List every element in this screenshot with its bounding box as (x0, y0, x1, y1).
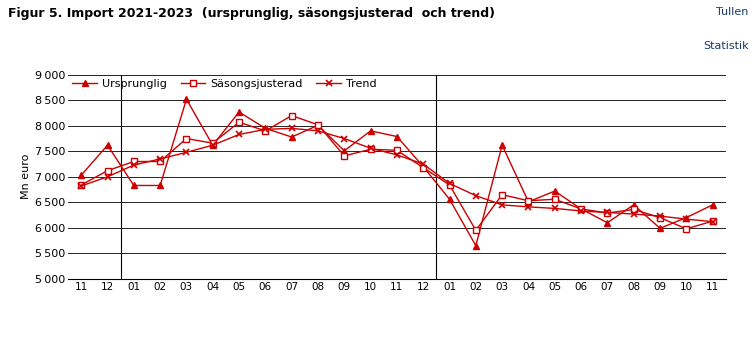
Trend (419, 162, 428, 166)
Ursprunglig (314, 123, 323, 127)
Legend: Ursprunglig, Säsongsjusterad, Trend: Ursprunglig, Säsongsjusterad, Trend (68, 75, 382, 94)
Säsongsjusterad (577, 207, 586, 211)
Säsongsjusterad (708, 219, 717, 223)
Ursprunglig (76, 173, 85, 177)
Trend (208, 143, 217, 147)
Ursprunglig (497, 143, 507, 147)
Säsongsjusterad (524, 199, 533, 203)
Säsongsjusterad (208, 141, 217, 145)
Säsongsjusterad (76, 183, 85, 187)
Ursprunglig (603, 221, 612, 225)
Ursprunglig (103, 143, 112, 147)
Trend (339, 137, 349, 141)
Säsongsjusterad (550, 197, 559, 201)
Trend (445, 182, 454, 186)
Säsongsjusterad (682, 227, 691, 231)
Säsongsjusterad (445, 183, 454, 187)
Ursprunglig (261, 126, 270, 130)
Ursprunglig (129, 183, 138, 187)
Säsongsjusterad (261, 129, 270, 133)
Line: Ursprunglig: Ursprunglig (79, 97, 715, 249)
Ursprunglig (550, 189, 559, 193)
Ursprunglig (234, 110, 243, 114)
Trend (314, 129, 323, 133)
Trend (156, 157, 165, 161)
Säsongsjusterad (655, 216, 665, 220)
Ursprunglig (655, 226, 665, 231)
Säsongsjusterad (629, 207, 638, 211)
Trend (603, 210, 612, 215)
Säsongsjusterad (339, 154, 349, 158)
Trend (524, 205, 533, 209)
Text: Tullen: Tullen (716, 7, 748, 17)
Trend (577, 209, 586, 213)
Y-axis label: Mn euro: Mn euro (20, 154, 31, 200)
Trend (261, 128, 270, 132)
Ursprunglig (708, 203, 717, 207)
Säsongsjusterad (287, 114, 296, 118)
Line: Trend: Trend (78, 125, 716, 225)
Trend (366, 146, 375, 150)
Trend (550, 206, 559, 210)
Text: Figur 5. Import 2021-2023  (ursprunglig, säsongsjusterad  och trend): Figur 5. Import 2021-2023 (ursprunglig, … (8, 7, 494, 20)
Trend (287, 126, 296, 130)
Trend (129, 163, 138, 167)
Ursprunglig (339, 149, 349, 153)
Säsongsjusterad (603, 211, 612, 215)
Ursprunglig (182, 97, 191, 101)
Säsongsjusterad (497, 192, 507, 197)
Trend (234, 132, 243, 136)
Ursprunglig (287, 135, 296, 139)
Trend (392, 153, 401, 157)
Trend (103, 175, 112, 179)
Ursprunglig (392, 134, 401, 139)
Trend (182, 150, 191, 154)
Ursprunglig (156, 183, 165, 187)
Säsongsjusterad (419, 166, 428, 170)
Ursprunglig (471, 243, 480, 248)
Säsongsjusterad (314, 123, 323, 127)
Ursprunglig (366, 129, 375, 133)
Ursprunglig (682, 216, 691, 220)
Ursprunglig (445, 197, 454, 201)
Säsongsjusterad (182, 137, 191, 141)
Trend (655, 214, 665, 218)
Säsongsjusterad (392, 148, 401, 152)
Säsongsjusterad (234, 120, 243, 124)
Säsongsjusterad (366, 147, 375, 151)
Ursprunglig (419, 165, 428, 169)
Trend (76, 184, 85, 188)
Trend (682, 217, 691, 221)
Säsongsjusterad (103, 169, 112, 173)
Ursprunglig (208, 143, 217, 147)
Text: Statistik: Statistik (703, 41, 748, 51)
Säsongsjusterad (471, 228, 480, 232)
Trend (471, 193, 480, 198)
Ursprunglig (524, 200, 533, 204)
Ursprunglig (629, 203, 638, 207)
Trend (629, 212, 638, 216)
Säsongsjusterad (129, 159, 138, 164)
Säsongsjusterad (156, 159, 165, 164)
Trend (708, 220, 717, 224)
Ursprunglig (577, 207, 586, 211)
Trend (497, 203, 507, 207)
Line: Säsongsjusterad: Säsongsjusterad (79, 113, 715, 233)
